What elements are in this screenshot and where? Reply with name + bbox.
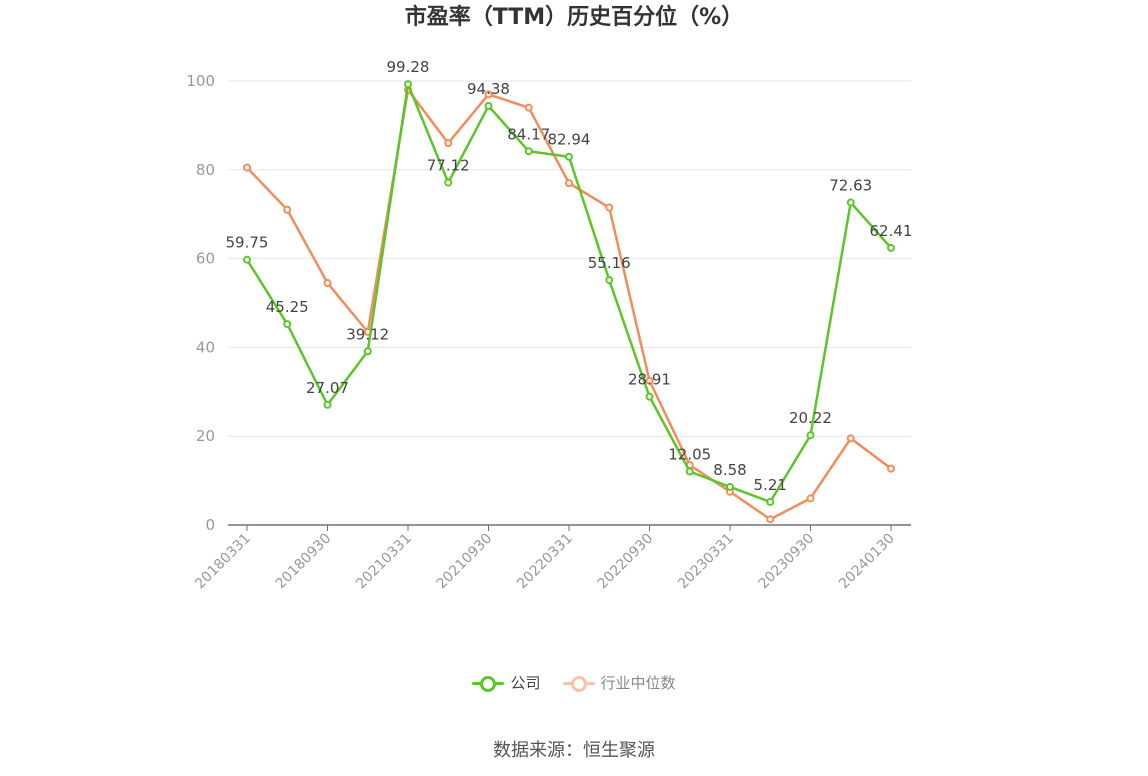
x-tick-label: 20230930 [756, 531, 818, 593]
data-point-company [565, 152, 573, 161]
data-label: 59.75 [226, 234, 269, 252]
y-tick-label: 40 [196, 338, 215, 356]
x-tick-label: 20180331 [192, 531, 254, 593]
data-point-company [404, 80, 412, 89]
data-point-company [645, 392, 654, 401]
x-tick-label: 20210331 [353, 531, 415, 593]
data-label: 39.12 [346, 325, 389, 343]
legend: 公司 行业中位数 [0, 672, 1148, 693]
y-tick-label: 80 [196, 161, 215, 179]
legend-label-company: 公司 [510, 674, 541, 692]
data-label: 27.07 [306, 379, 349, 397]
x-tick-label: 20220331 [514, 531, 576, 593]
data-label: 82.94 [548, 131, 591, 149]
x-tick-label: 20220930 [595, 531, 657, 593]
data-label: 94.38 [467, 80, 510, 98]
x-tick-label: 20180930 [273, 531, 335, 593]
data-point-industry-median [887, 464, 895, 473]
data-point-company [887, 243, 895, 252]
data-label: 20.22 [789, 409, 832, 427]
legend-marker-company [472, 675, 505, 692]
data-point-company [363, 347, 372, 356]
data-label: 77.12 [427, 157, 470, 175]
legend-marker-industry-median [562, 675, 595, 692]
data-point-industry-median [806, 494, 815, 503]
data-point-industry-median [766, 515, 775, 524]
data-point-industry-median [645, 376, 654, 385]
data-point-company [726, 482, 734, 491]
data-point-company [605, 276, 614, 285]
data-point-company [444, 178, 453, 187]
data-point-industry-median [323, 279, 332, 288]
data-point-industry-median [846, 434, 855, 443]
x-tick-label: 20240130 [836, 531, 898, 593]
x-tick-label: 20230331 [675, 531, 737, 593]
data-label: 28.91 [628, 371, 671, 389]
data-label: 62.41 [870, 222, 913, 240]
data-point-company [846, 198, 855, 207]
data-point-industry-median [524, 103, 533, 112]
legend-label-industry-median: 行业中位数 [600, 674, 676, 692]
y-tick-label: 0 [205, 516, 215, 534]
legend-item-industry-median[interactable]: 行业中位数 [562, 672, 676, 693]
data-point-company [283, 320, 292, 329]
data-label: 72.63 [829, 177, 872, 195]
data-point-company [685, 467, 694, 476]
y-tick-label: 60 [196, 250, 215, 268]
data-point-company [806, 431, 815, 440]
data-point-industry-median [605, 203, 614, 212]
x-tick-label: 20210930 [434, 531, 496, 593]
data-label: 12.05 [668, 445, 711, 463]
data-label: 5.21 [754, 476, 787, 494]
data-label: 84.17 [507, 125, 550, 143]
data-point-industry-median [444, 139, 453, 148]
data-point-company [484, 101, 493, 110]
data-point-industry-median [565, 179, 573, 188]
data-point-company [243, 255, 251, 264]
legend-item-company[interactable]: 公司 [472, 672, 541, 693]
data-label: 55.16 [588, 254, 631, 272]
chart-title: 市盈率（TTM）历史百分位（%） [404, 5, 744, 30]
data-point-company [766, 497, 775, 506]
data-label: 99.28 [387, 58, 430, 76]
data-point-company [524, 147, 533, 156]
y-tick-label: 20 [196, 427, 215, 445]
data-label: 8.58 [713, 461, 746, 479]
data-point-industry-median [283, 205, 292, 214]
y-tick-label: 100 [186, 72, 215, 90]
data-point-company [323, 400, 332, 409]
data-point-industry-median [243, 163, 251, 172]
data-label: 45.25 [266, 298, 309, 316]
data-source: 数据来源：恒生聚源 [493, 740, 655, 761]
data-point-industry-median [484, 90, 493, 99]
